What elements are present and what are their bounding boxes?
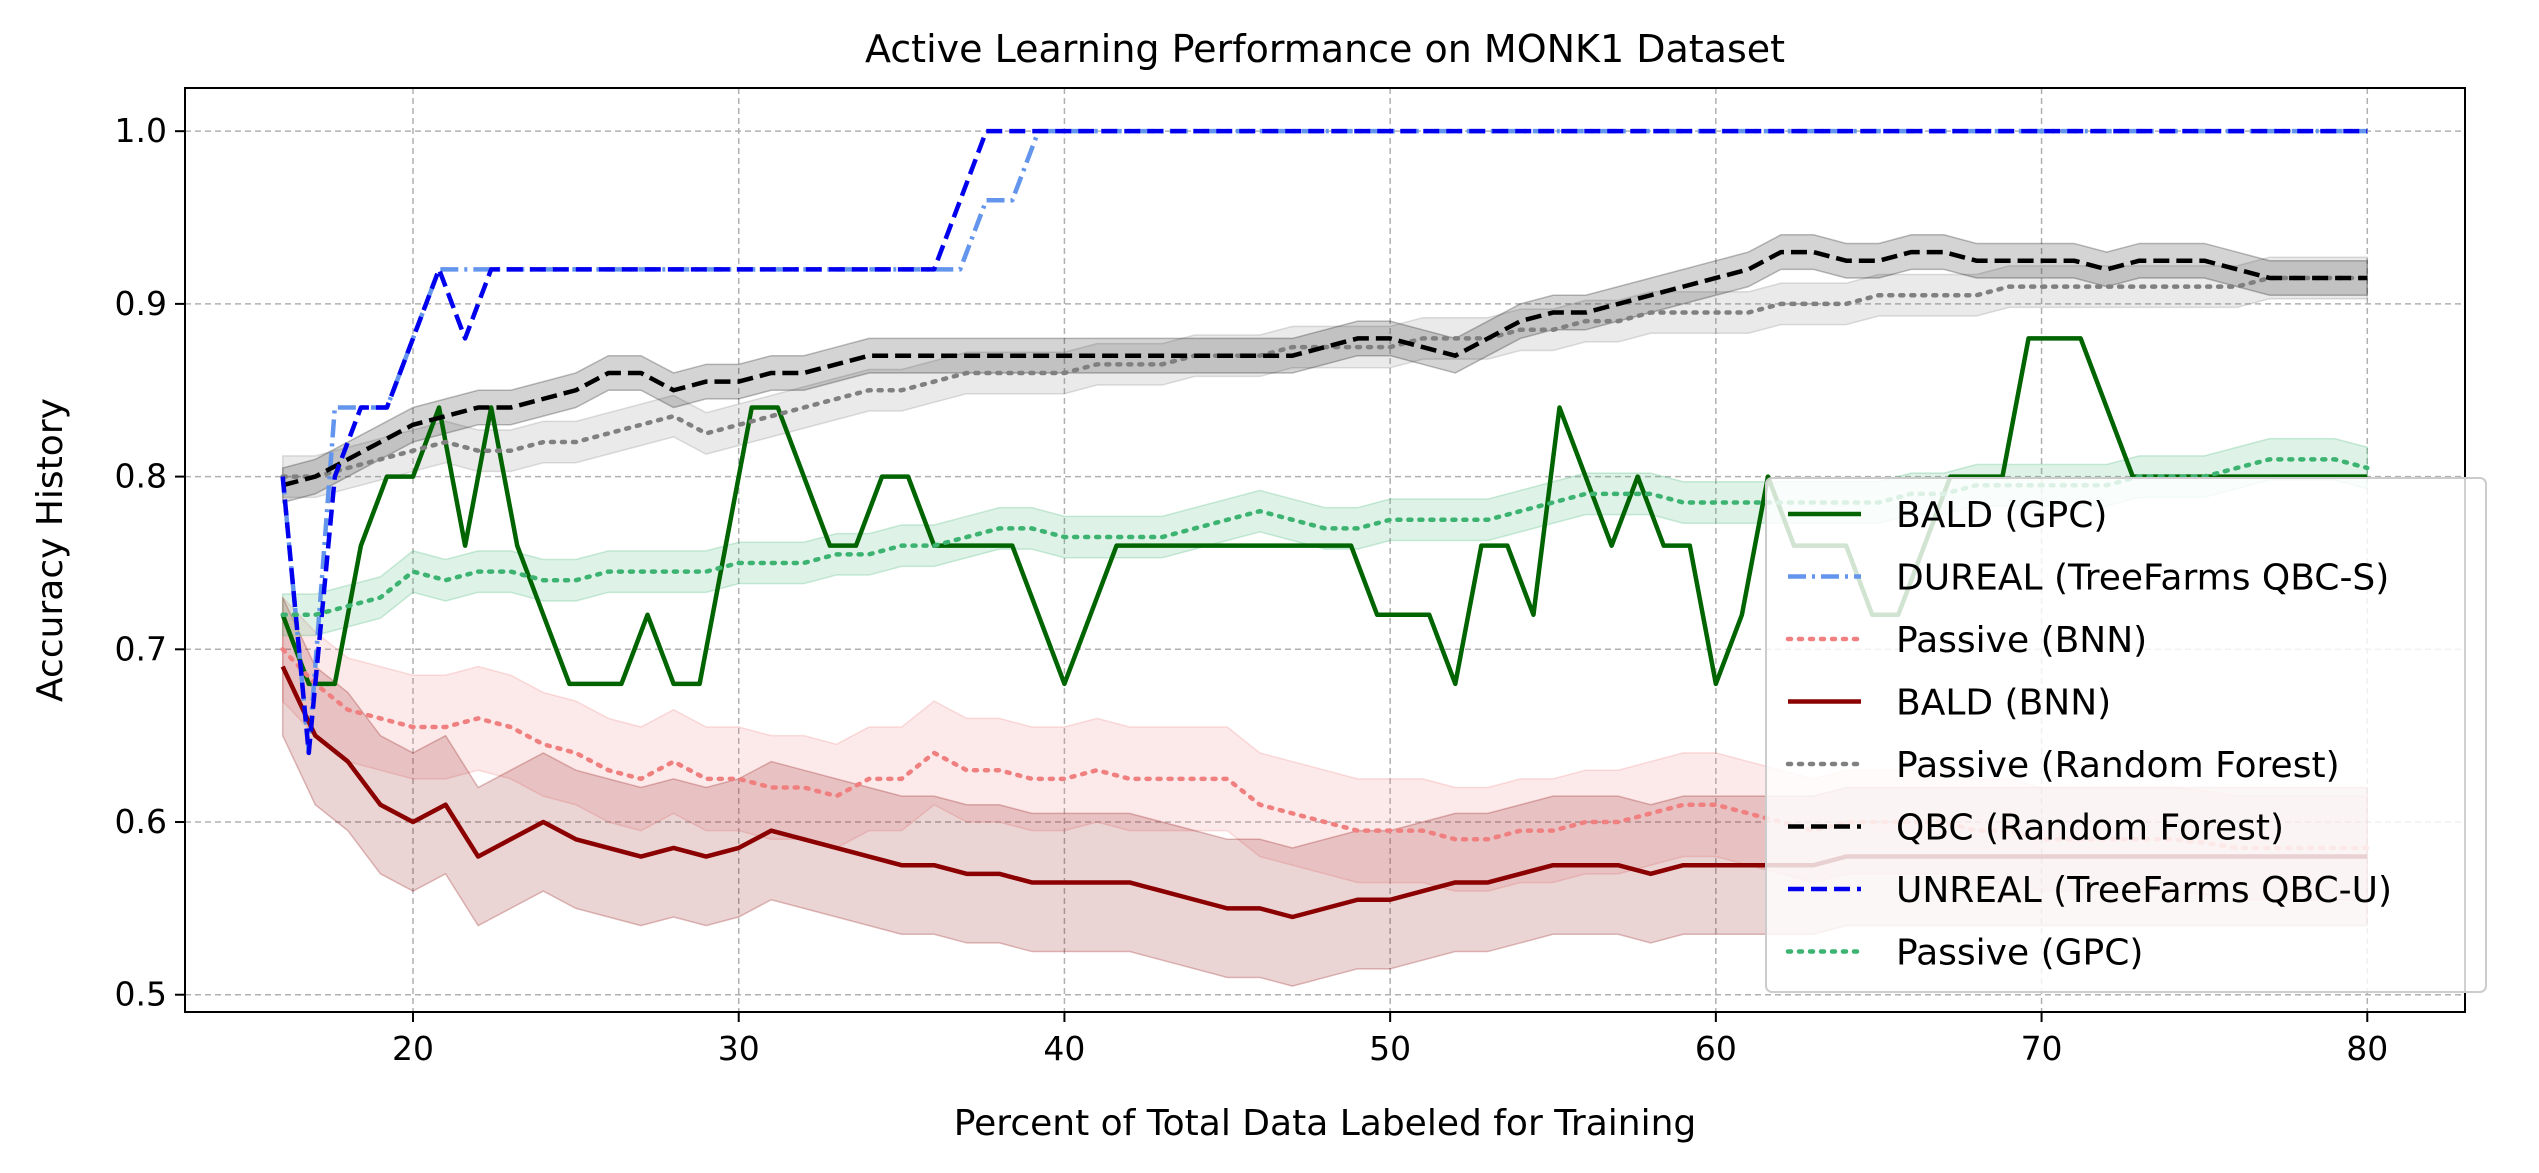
legend-label: Passive (Random Forest) [1896, 745, 2340, 786]
legend-label: BALD (GPC) [1896, 495, 2107, 536]
series-line [280, 275, 2370, 479]
x-tick-label: 20 [392, 1029, 434, 1068]
series-line [280, 647, 2370, 851]
y-tick-label: 0.9 [115, 284, 167, 323]
legend-label: Passive (GPC) [1896, 933, 2143, 974]
legend-label: DUREAL (TreeFarms QBC-S) [1896, 558, 2389, 599]
confidence-band [281, 234, 2369, 504]
axis-ticks: 20 30 40 50 60 70 80 0.5 0.6 0.7 0.8 0.9 1.0 [115, 111, 2389, 1068]
series-line [280, 128, 2368, 756]
x-tick-label: 30 [718, 1029, 760, 1068]
x-tick-label: 40 [1043, 1029, 1085, 1068]
y-axis-label: Accuracy History [30, 398, 71, 702]
y-tick-label: 1.0 [115, 111, 167, 150]
series-line [280, 128, 2368, 756]
x-tick-label: 50 [1369, 1029, 1411, 1068]
x-tick-label: 70 [2021, 1029, 2063, 1068]
confidence-band [281, 256, 2369, 499]
legend-label: UNREAL (TreeFarms QBC-U) [1896, 870, 2392, 911]
legend-label: BALD (BNN) [1896, 683, 2111, 724]
legend-label: QBC (Random Forest) [1896, 808, 2284, 849]
legend-label: Passive (BNN) [1896, 620, 2147, 661]
x-tick-label: 60 [1695, 1029, 1737, 1068]
y-tick-label: 0.8 [115, 457, 167, 496]
x-tick-label: 80 [2346, 1029, 2388, 1068]
series-line [282, 249, 2368, 488]
legend: BALD (GPC) DUREAL (TreeFarms QBC-S) Passiv… [1765, 477, 2487, 993]
chart-title: Active Learning Performance on MONK1 Dat… [865, 27, 1785, 71]
legend-box [1765, 477, 2487, 993]
y-tick-label: 0.5 [115, 975, 167, 1014]
y-tick-label: 0.7 [115, 629, 167, 668]
x-axis-label: Percent of Total Data Labeled for Traini… [954, 1103, 1697, 1144]
y-tick-label: 0.6 [115, 802, 167, 841]
